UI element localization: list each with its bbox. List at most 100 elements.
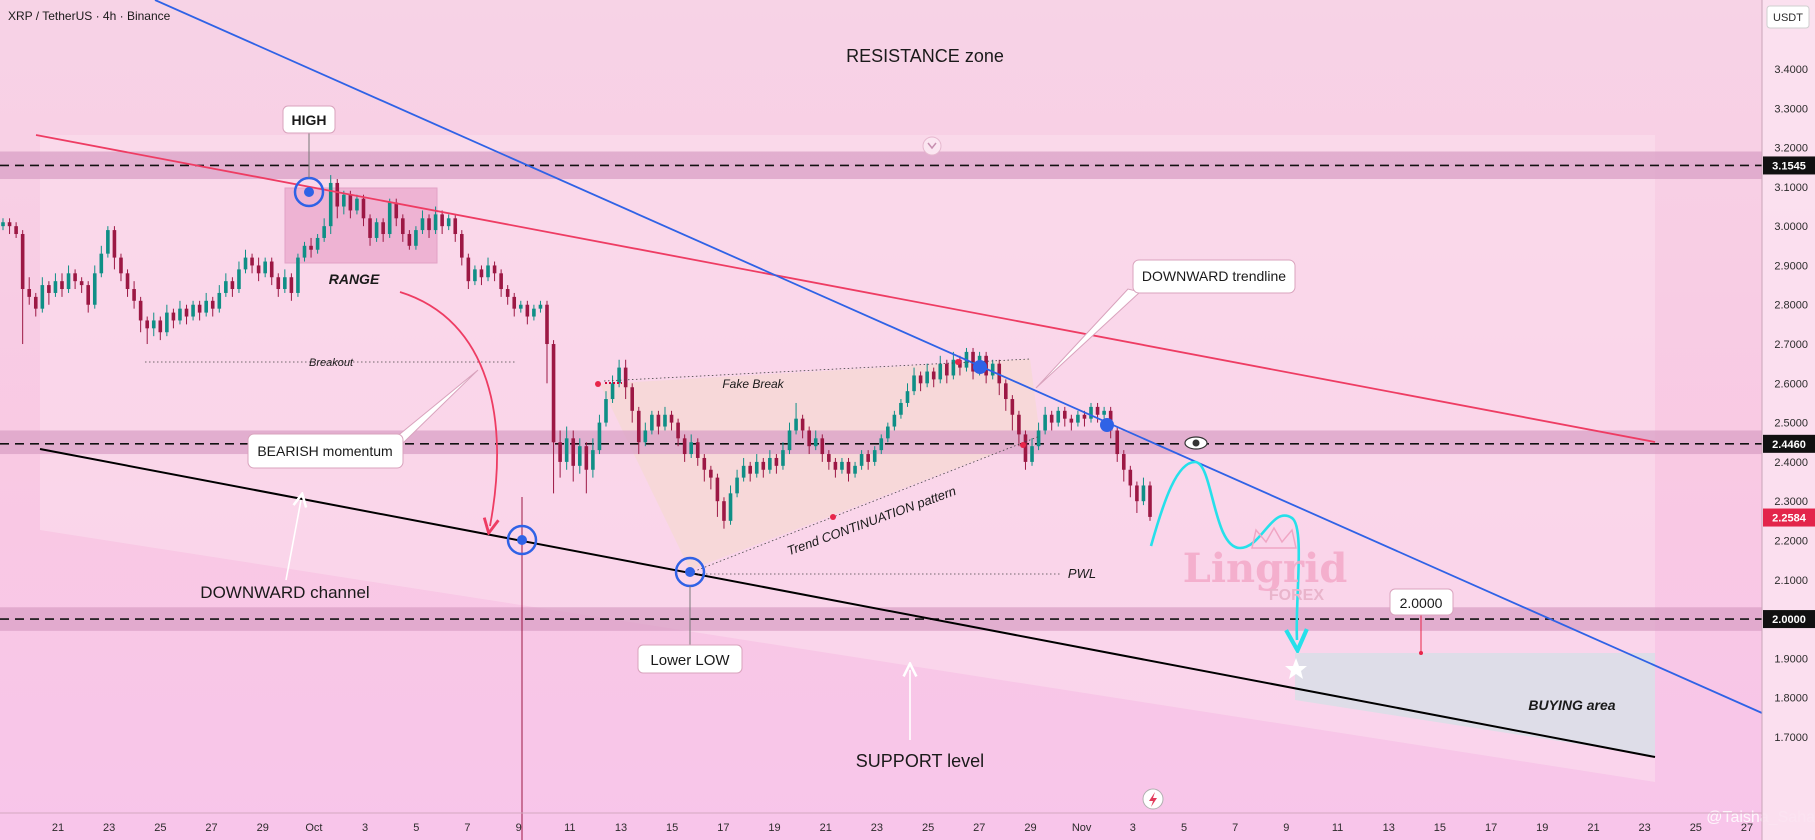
- candle-body: [459, 234, 464, 258]
- candle-body: [420, 218, 425, 231]
- candle-body: [33, 296, 38, 309]
- red-trendline[interactable]: [35, 134, 1656, 443]
- price-axis[interactable]: USDT 1.7000 1.8000 1.9000 2.0000 2.1000 2.200…: [1761, 0, 1815, 840]
- time-tick-label: 29: [257, 822, 269, 834]
- crown-icon: [1251, 526, 1297, 549]
- candle-body: [846, 461, 851, 474]
- candle-body: [918, 375, 923, 384]
- candle-body: [99, 253, 104, 274]
- candle-body: [820, 438, 825, 455]
- candle-body: [689, 442, 694, 455]
- price-tick-label: 3.1000: [1774, 182, 1808, 194]
- lightning-icon[interactable]: [1142, 788, 1164, 810]
- candle-body: [53, 281, 58, 293]
- eye-icon: [1184, 436, 1208, 450]
- price-zone-band: [0, 151, 1762, 180]
- time-tick-label: 5: [413, 822, 419, 834]
- lower-low-label: Lower LOW: [650, 652, 730, 669]
- candle-body: [60, 281, 64, 290]
- time-tick-label: 25: [154, 822, 166, 834]
- candle-body: [892, 414, 897, 427]
- candle-body: [151, 320, 156, 329]
- candle-body: [833, 461, 838, 470]
- blue-touch-dot: [973, 360, 987, 374]
- candle-body: [119, 257, 123, 274]
- downward-trendline-box: [1132, 259, 1296, 294]
- candle-body: [512, 296, 517, 309]
- candle-body: [342, 194, 346, 207]
- candle-body: [453, 218, 458, 235]
- candle-body: [250, 257, 254, 266]
- time-tick-label: 23: [871, 822, 883, 834]
- downward-channel-line[interactable]: [39, 448, 1656, 758]
- candle-body: [276, 277, 281, 290]
- time-tick-label: 27: [1741, 822, 1753, 834]
- fake-break-label: Fake Break: [722, 377, 784, 391]
- candle-body: [309, 245, 313, 250]
- fake-break-dotted-line: [603, 358, 1031, 382]
- price-marker-label: 2.2584: [1772, 513, 1807, 525]
- candle-body: [1148, 485, 1152, 517]
- candle-body: [204, 300, 208, 313]
- candle-body: [584, 446, 589, 470]
- candle-body: [859, 454, 864, 466]
- candle-body: [440, 214, 444, 227]
- price-tick-label: 2.6000: [1774, 378, 1808, 390]
- candle-body: [302, 245, 307, 258]
- candle-body: [165, 312, 169, 333]
- candle-body: [1, 222, 5, 227]
- candle-body: [879, 438, 884, 451]
- time-axis[interactable]: 21 23 25 27 29 Oct 3 5 7 9 11 13 15 17 19 21 23 25 27 29 Nov…: [0, 812, 1762, 834]
- price-tick-label: 2.9000: [1774, 260, 1808, 272]
- pivot-channel-touch-marker[interactable]: [506, 524, 538, 556]
- candle-body: [872, 450, 877, 462]
- blue-downward-trendline[interactable]: [154, 0, 1763, 714]
- candlestick-series: [1, 175, 1152, 529]
- candle-body: [256, 265, 261, 274]
- time-tick-label: 15: [1434, 822, 1446, 834]
- candle-body: [800, 418, 805, 431]
- candle-body: [361, 198, 366, 219]
- candle-body: [761, 461, 766, 470]
- candle-body: [132, 289, 136, 301]
- price-tick-label: 3.2000: [1774, 143, 1808, 155]
- candle-body: [27, 289, 32, 297]
- candle-body: [184, 308, 189, 317]
- candle-body: [230, 281, 235, 290]
- candle-body: [1076, 414, 1080, 423]
- time-tick-label: 21: [1587, 822, 1599, 834]
- candle-body: [374, 222, 379, 238]
- candle-body: [951, 359, 956, 376]
- candle-body: [289, 277, 294, 293]
- candle-body: [997, 363, 1002, 384]
- price-tick-label: 2.2000: [1774, 535, 1808, 547]
- time-tick-label: 23: [1639, 822, 1651, 834]
- candle-body: [499, 273, 503, 290]
- candle-body: [636, 410, 641, 443]
- candle-body: [486, 265, 490, 278]
- price-tick-label: 3.0000: [1774, 221, 1808, 233]
- time-tick-label: 11: [564, 822, 575, 834]
- time-tick-label: 9: [1283, 822, 1289, 834]
- time-tick-label: 21: [820, 822, 832, 834]
- time-tick-label: Nov: [1072, 822, 1092, 834]
- price-markers: 3.1545 2.4460 2.2584 2.0000: [1763, 156, 1815, 629]
- candle-body: [518, 304, 523, 309]
- blue-touch-dot: [1100, 418, 1114, 432]
- candle-body: [754, 461, 759, 474]
- candle-body: [1089, 406, 1093, 419]
- candle-body: [886, 426, 890, 439]
- alert-down-icon: [922, 136, 942, 156]
- price-marker-label: 2.4460: [1772, 439, 1806, 451]
- currency-button[interactable]: [1766, 5, 1810, 29]
- candle-body: [715, 477, 720, 502]
- candle-body: [1115, 430, 1120, 455]
- candle-body: [650, 414, 654, 431]
- red-dot: [1020, 442, 1026, 448]
- price-tick-label: 2.8000: [1774, 300, 1808, 312]
- price-zone-band: [0, 607, 1762, 631]
- range-box: [284, 187, 438, 264]
- time-tick-label: 21: [52, 822, 64, 834]
